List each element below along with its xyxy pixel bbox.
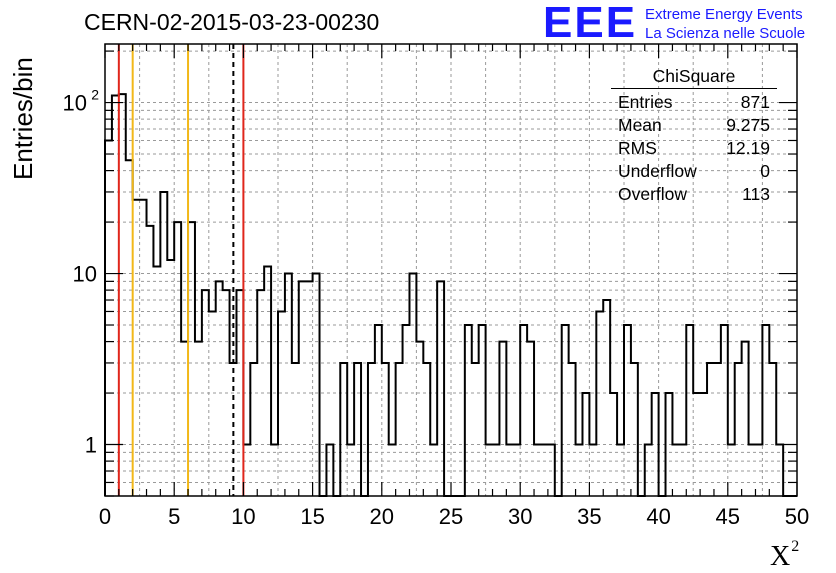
- y-tick-label: 10: [73, 262, 97, 287]
- histogram-bin: [396, 363, 403, 496]
- histogram-bin: [195, 342, 202, 496]
- x-axis-title-superscript: 2: [791, 538, 800, 555]
- stats-row: Entries 871: [611, 91, 777, 114]
- histogram-bin: [423, 363, 430, 496]
- histogram-bin: [174, 222, 181, 496]
- x-tick-label: 45: [716, 504, 740, 529]
- x-tick-label: 40: [646, 504, 670, 529]
- histogram-bin: [250, 363, 257, 496]
- histogram-bin: [416, 342, 423, 496]
- histogram-bin: [562, 325, 569, 496]
- x-axis-title: X2: [770, 538, 799, 573]
- histogram-bin: [520, 325, 527, 496]
- histogram-bin: [762, 325, 769, 496]
- histogram-bin: [278, 311, 285, 496]
- y-tick-exponent: 2: [91, 87, 99, 103]
- histogram-bin: [313, 274, 320, 496]
- logo-mark: EEE: [543, 0, 638, 47]
- histogram-bin: [742, 342, 749, 496]
- stats-label: Underflow: [618, 161, 697, 181]
- histogram-bin: [160, 192, 167, 496]
- stats-row: RMS 12.19: [611, 137, 777, 160]
- histogram-bin: [209, 311, 216, 496]
- x-tick-label: 10: [231, 504, 255, 529]
- x-tick-label: 25: [439, 504, 463, 529]
- x-tick-label: 50: [785, 504, 809, 529]
- histogram-bin: [133, 200, 140, 496]
- histogram-bin: [340, 363, 347, 496]
- stats-row: Underflow 0: [611, 160, 777, 183]
- histogram-bin: [181, 342, 188, 496]
- histogram-bin: [147, 226, 154, 496]
- histogram-bin: [299, 281, 306, 496]
- histogram-bin: [686, 325, 693, 496]
- histogram-bin: [368, 363, 375, 496]
- histogram-bin: [721, 325, 728, 496]
- x-axis-title-base: X: [770, 541, 791, 572]
- x-tick-label: 35: [577, 504, 601, 529]
- histogram-outline: [104, 93, 797, 497]
- stats-row: Mean 9.275: [611, 114, 777, 137]
- stats-box: ChiSquare Entries 871 Mean 9.275 RMS 12.19 …: [611, 66, 777, 206]
- stats-label: RMS: [618, 138, 657, 158]
- histogram-bin: [216, 281, 223, 496]
- histogram-bin: [569, 363, 576, 496]
- histogram-bin: [707, 363, 714, 496]
- x-tick-label: 30: [508, 504, 532, 529]
- histogram-bin: [714, 363, 721, 496]
- histogram-bin: [188, 222, 195, 496]
- x-tick-label: 20: [370, 504, 394, 529]
- logo-line-2: La Scienza nelle Scuole: [645, 25, 806, 42]
- eee-logo: EEE Extreme Energy Events La Scienza nel…: [543, 0, 805, 47]
- histogram-bin: [292, 363, 299, 496]
- histogram-bin: [631, 363, 638, 496]
- histogram-bin: [596, 311, 603, 496]
- histogram-bin: [285, 274, 292, 496]
- histogram-bin: [735, 363, 742, 496]
- histogram-bin: [499, 342, 506, 496]
- histogram-bin: [465, 325, 472, 496]
- y-tick-label: 10: [63, 91, 87, 116]
- histogram-bin: [112, 95, 119, 496]
- stats-row: Overflow 113: [611, 183, 777, 206]
- logo-line-1: Extreme Energy Events: [645, 6, 803, 23]
- histogram-bin: [126, 160, 133, 496]
- histogram-bin: [624, 325, 631, 496]
- histogram-bin: [403, 325, 410, 496]
- histogram-bin: [140, 200, 147, 496]
- y-tick-label: 1: [85, 433, 97, 458]
- stats-value: 113: [742, 184, 770, 204]
- histogram-bin: [603, 300, 610, 496]
- x-tick-label: 0: [99, 504, 111, 529]
- stats-value: 871: [740, 92, 770, 112]
- histogram-bin: [382, 363, 389, 496]
- stats-label: Mean: [618, 115, 662, 135]
- histogram-bin: [354, 363, 361, 496]
- histogram-bin: [306, 281, 313, 496]
- histogram-bin: [769, 363, 776, 496]
- logo-caption: Extreme Energy Events La Scienza nelle S…: [645, 5, 805, 43]
- stats-value: 12.19: [726, 138, 770, 158]
- histogram-bin: [375, 325, 382, 496]
- histogram-bin: [479, 325, 486, 496]
- run-title: CERN-02-2015-03-23-00230: [84, 9, 380, 35]
- histogram-bin: [527, 342, 534, 496]
- stats-title: ChiSquare: [611, 66, 777, 89]
- x-tick-label: 15: [300, 504, 324, 529]
- histogram-bin: [472, 363, 479, 496]
- stats-value: 9.275: [726, 115, 770, 135]
- stats-label: Entries: [618, 92, 673, 112]
- histogram-bin: [409, 274, 416, 496]
- stats-label: Overflow: [618, 184, 688, 204]
- histogram-bin: [437, 281, 444, 496]
- stats-value: 0: [760, 161, 770, 181]
- x-tick-label: 5: [168, 504, 180, 529]
- histogram-bin: [105, 140, 112, 496]
